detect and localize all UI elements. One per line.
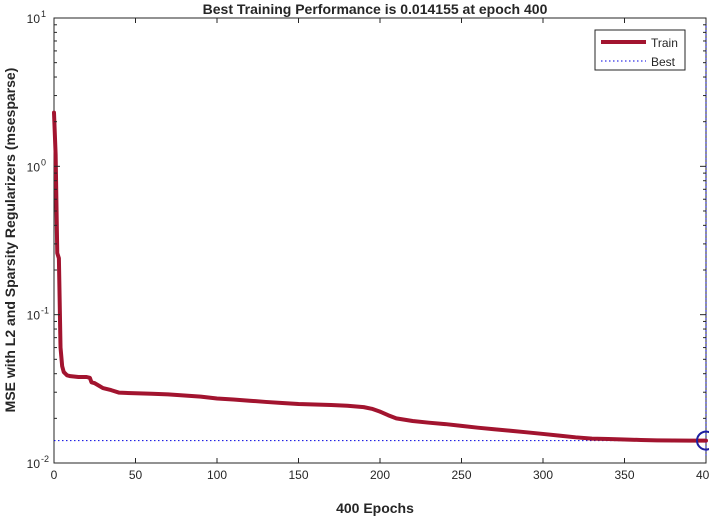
train-series-line [52,110,708,443]
x-tick-label: 300 [533,468,553,482]
best-point-marker [696,430,709,451]
x-tick-label: 350 [614,468,634,482]
x-tick-label: 100 [207,468,227,482]
x-tick-label: 50 [129,468,143,482]
y-tick-exponent: -2 [41,454,49,464]
best-lines [54,18,707,463]
series-group [52,110,708,443]
x-tick-label: 150 [288,468,308,482]
y-tick-exponent: -1 [41,306,49,316]
axes-box [53,17,707,464]
legend-train-label: Train [651,36,678,50]
legend-box [594,29,686,71]
x-axis-ticks: 0 50 100 150 200 250 300 350 400 [51,18,709,482]
y-axis-label: MSE with L2 and Sparsity Regularizers (m… [2,68,18,413]
y-tick-label: 10 [27,457,41,471]
x-tick-label: 400 [696,468,709,482]
chart-title: Best Training Performance is 0.014155 at… [203,1,548,17]
x-tick-label: 200 [370,468,390,482]
legend-best-label: Best [651,55,676,69]
x-axis-label: 400 Epochs [336,500,414,516]
best-marker-group [696,430,709,451]
y-tick-label: 10 [27,160,41,174]
y-tick-label: 10 [27,309,41,323]
y-tick-exponent: 0 [41,157,46,167]
y-tick-label: 10 [27,12,41,26]
x-tick-label: 250 [451,468,471,482]
legend: Train Best [594,29,686,71]
x-tick-label: 0 [51,468,58,482]
y-tick-exponent: 1 [41,9,46,19]
